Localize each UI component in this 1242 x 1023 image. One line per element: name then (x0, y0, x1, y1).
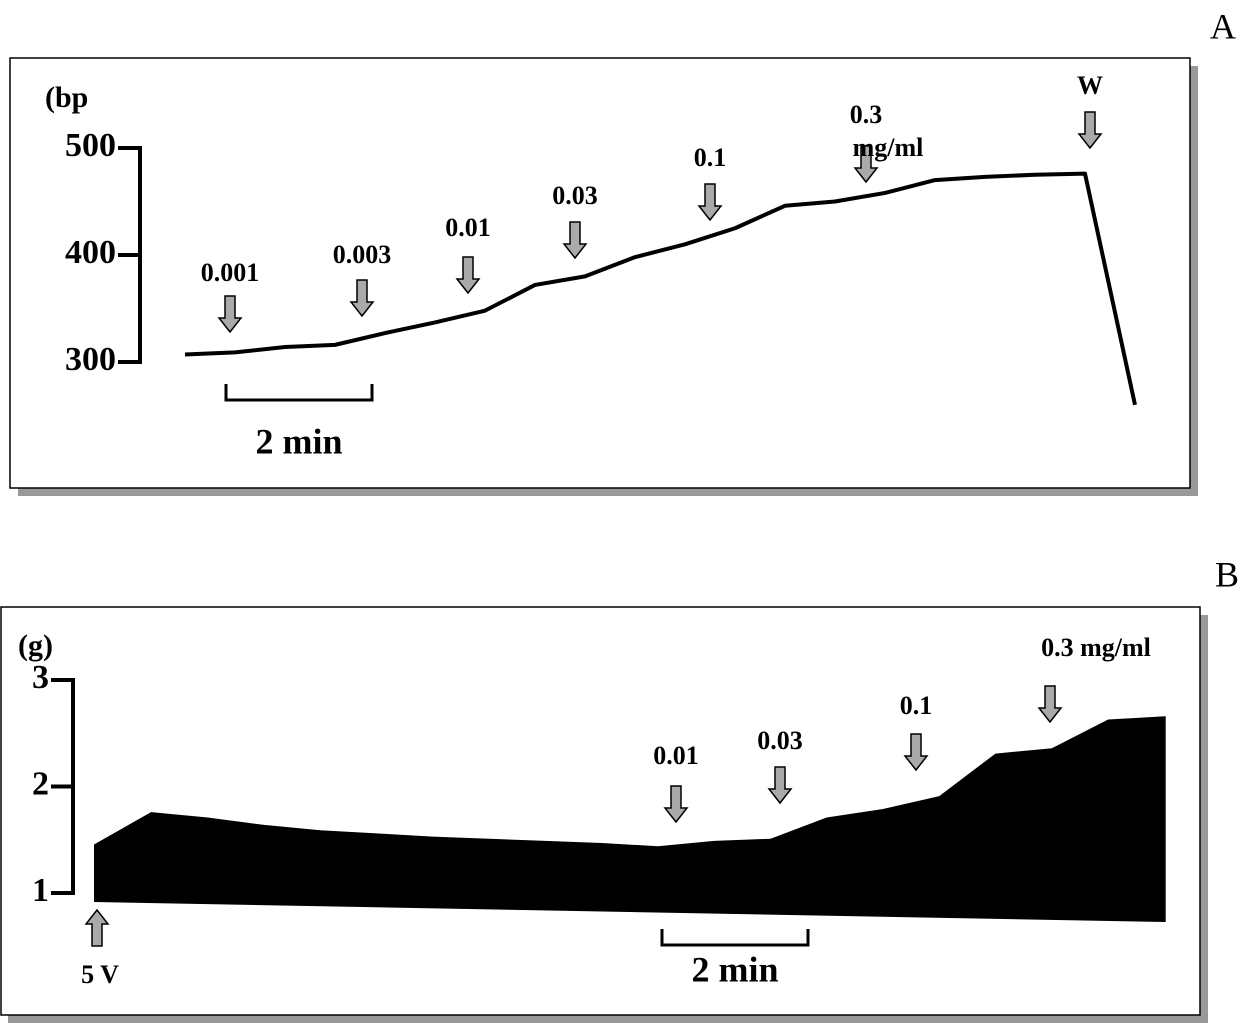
scale-bar-label: 2 min (691, 949, 778, 989)
scale-bar-label: 2 min (255, 421, 342, 461)
annotation: 0.003 (333, 240, 392, 269)
arrow (767, 766, 793, 805)
panel-frame (9, 57, 1191, 489)
annotation: 0.01 (653, 741, 699, 770)
annotation: W (1077, 71, 1103, 100)
arrow (349, 279, 375, 318)
annotation: 0.3 (850, 100, 883, 129)
y-tick-label: 2 (32, 765, 49, 802)
y-tick-label: 300 (65, 341, 116, 378)
trace-line (184, 171, 1137, 406)
arrow (217, 295, 243, 334)
annotation: 0.03 (552, 181, 598, 210)
axis-label: (bp (45, 81, 88, 114)
arrow (697, 183, 723, 222)
scale-bar (224, 384, 374, 402)
arrow (1077, 111, 1103, 150)
annotation: 0.01 (445, 213, 491, 242)
arrow (1037, 685, 1063, 724)
annotation: 0.1 (900, 691, 933, 720)
arrow (455, 256, 481, 295)
arrow (903, 733, 929, 772)
arrow (853, 145, 879, 184)
axis-label: (g) (18, 629, 53, 662)
y-tick-label: 3 (32, 659, 49, 696)
annotation: 0.3 mg/ml (1041, 633, 1151, 662)
y-tick-label: 500 (65, 127, 116, 164)
panel-letter: B (1215, 554, 1239, 594)
y-tick-label: 400 (65, 234, 116, 271)
annotation: 0.1 (694, 143, 727, 172)
panel-letter: A (1210, 6, 1236, 46)
trace-area (94, 716, 1166, 923)
y-tick-label: 1 (32, 872, 49, 909)
arrow (663, 785, 689, 824)
scale-bar (660, 929, 810, 947)
annotation: 5 V (81, 960, 119, 989)
arrow (84, 908, 110, 947)
annotation: 0.001 (201, 258, 260, 287)
annotation: mg/ml (853, 133, 924, 162)
arrow (562, 221, 588, 260)
annotation: 0.03 (757, 726, 803, 755)
